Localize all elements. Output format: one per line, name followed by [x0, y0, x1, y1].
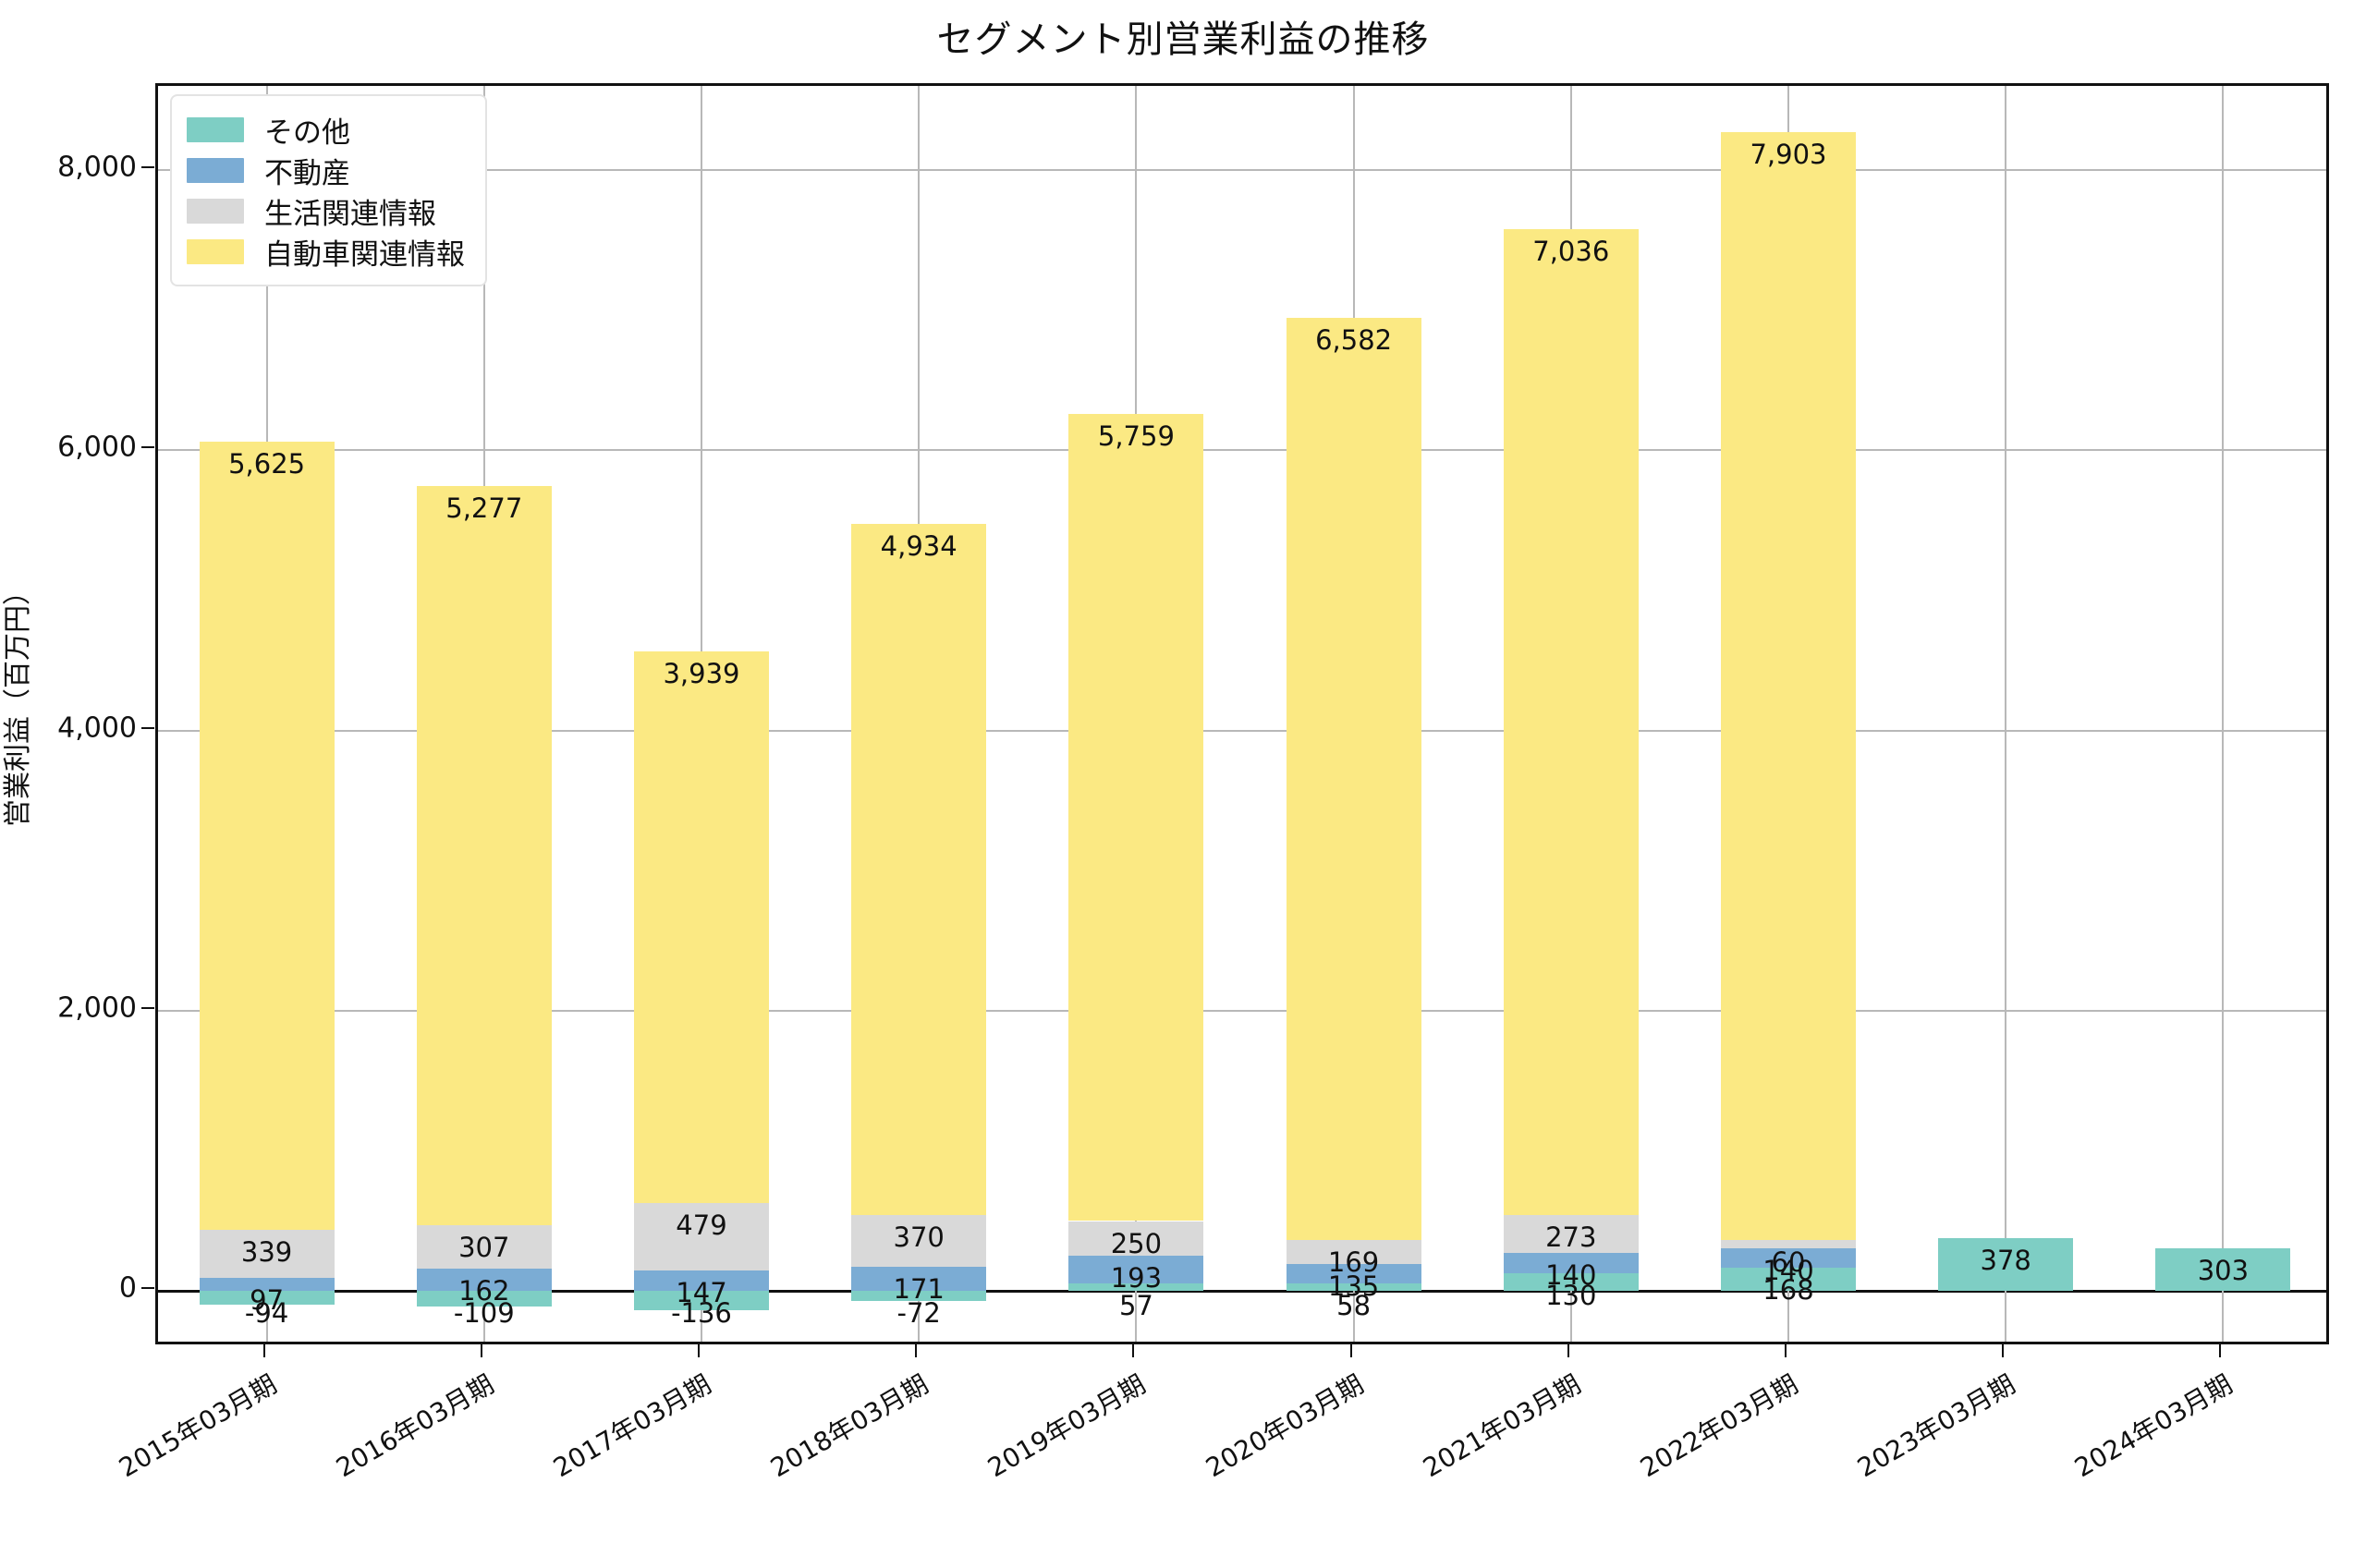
legend-item-3[interactable]: 自動車関連情報	[187, 231, 465, 272]
y-axis-tick-label: 0	[118, 1271, 137, 1305]
legend-label: 生活関連情報	[264, 197, 436, 231]
x-axis-tick-label: 2016年03月期	[330, 1368, 499, 1484]
y-axis-tick-mark	[141, 1007, 154, 1009]
bar-group[interactable]: 168 140 60 7,903	[1721, 86, 1856, 1342]
bar-group[interactable]: -94 97 339 5,625	[199, 86, 335, 1342]
y-axis-tick-label: 8,000	[57, 151, 137, 184]
bar-segment-0[interactable]	[1721, 1267, 1856, 1292]
y-axis-tick-mark	[141, 1287, 154, 1290]
bar-segment-1[interactable]	[199, 1277, 335, 1292]
bar-group[interactable]: 130 140 273 7,036	[1503, 86, 1639, 1342]
bar-segment-0[interactable]	[851, 1291, 987, 1302]
bar-segment-0[interactable]	[199, 1291, 335, 1305]
y-axis-tick-mark	[141, 726, 154, 729]
legend-swatch-icon	[187, 198, 244, 224]
legend-item-1[interactable]: 不動産	[187, 150, 465, 190]
x-axis-tick-label: 2021年03月期	[1417, 1368, 1586, 1484]
bar-group[interactable]: 303	[2155, 86, 2291, 1342]
legend-item-0[interactable]: その他	[187, 109, 465, 150]
bar-segment-3[interactable]	[851, 523, 987, 1216]
x-axis-tick-label: 2015年03月期	[113, 1368, 282, 1484]
gridline-horizontal	[158, 1010, 2326, 1012]
chart-legend: その他不動産生活関連情報 自動車関連情報	[170, 94, 487, 286]
bar-value-label: 58	[1336, 1289, 1372, 1321]
bar-segment-0[interactable]	[1286, 1282, 1421, 1292]
bar-segment-2[interactable]	[199, 1230, 335, 1278]
legend-label: 不動産	[264, 156, 350, 190]
bar-segment-0[interactable]	[416, 1291, 552, 1307]
x-axis-tick-label: 2019年03月期	[982, 1368, 1152, 1484]
bar-segment-3[interactable]	[1503, 228, 1639, 1215]
gridline-horizontal	[158, 169, 2326, 171]
legend-item-2[interactable]: 生活関連情報	[187, 190, 465, 231]
bar-group[interactable]: 58 135 169 6,582	[1286, 86, 1421, 1342]
bar-segment-3[interactable]	[199, 442, 335, 1231]
x-axis-tick-mark	[480, 1344, 482, 1357]
bar-value-label: -72	[896, 1297, 941, 1330]
bar-segment-2[interactable]	[1721, 1239, 1856, 1248]
bar-segment-3[interactable]	[1068, 414, 1204, 1222]
y-axis-tick-label: 6,000	[57, 431, 137, 464]
bar-segment-2[interactable]	[1286, 1240, 1421, 1265]
bar-segment-0[interactable]	[1938, 1238, 2074, 1292]
gridline-horizontal	[158, 729, 2326, 732]
zero-line	[158, 1290, 2326, 1294]
bar-segment-1[interactable]	[1068, 1256, 1204, 1283]
x-axis-tick-label: 2023年03月期	[1852, 1368, 2021, 1484]
legend-label: その他	[264, 115, 350, 150]
bar-segment-1[interactable]	[1286, 1264, 1421, 1283]
bar-group[interactable]: -136 147 479 3,939	[634, 86, 769, 1342]
gridline-vertical	[2005, 86, 2007, 1342]
bar-segment-1[interactable]	[416, 1268, 552, 1292]
bar-segment-3[interactable]	[1721, 131, 1856, 1240]
y-axis-tick-mark	[141, 446, 154, 449]
x-axis-tick-mark	[698, 1344, 700, 1357]
y-axis-title: 営業利益（百万円）	[2, 577, 34, 827]
gridline-horizontal	[158, 449, 2326, 452]
y-axis-tick-label: 4,000	[57, 711, 137, 745]
gridline-vertical	[2222, 86, 2225, 1342]
legend-swatch-icon	[187, 116, 244, 142]
legend-label: 自動車関連情報	[264, 237, 465, 272]
bar-segment-0[interactable]	[2155, 1248, 2291, 1292]
bar-segment-1[interactable]	[851, 1267, 987, 1292]
x-axis-tick-mark	[1132, 1344, 1135, 1357]
y-axis-tick-mark	[141, 166, 154, 168]
bar-segment-1[interactable]	[1721, 1247, 1856, 1268]
legend-swatch-icon	[187, 238, 244, 264]
bar-segment-0[interactable]	[634, 1291, 769, 1310]
x-axis-tick-label: 2018年03月期	[765, 1368, 934, 1484]
x-axis-tick-mark	[2219, 1344, 2222, 1357]
chart-title: セグメント別営業利益の推移	[936, 18, 1430, 61]
x-axis-tick-mark	[1349, 1344, 1352, 1357]
legend-swatch-icon	[187, 157, 244, 183]
bar-segment-2[interactable]	[1503, 1214, 1639, 1254]
x-axis-tick-label: 2020年03月期	[1200, 1368, 1369, 1484]
x-axis-tick-mark	[262, 1344, 265, 1357]
bar-value-label: 57	[1118, 1289, 1153, 1321]
x-axis-tick-mark	[2002, 1344, 2005, 1357]
x-axis-tick-label: 2024年03月期	[2069, 1368, 2238, 1484]
bar-segment-3[interactable]	[634, 650, 769, 1204]
bar-segment-2[interactable]	[634, 1203, 769, 1271]
bar-segment-1[interactable]	[634, 1270, 769, 1292]
bar-segment-0[interactable]	[1068, 1282, 1204, 1292]
bar-segment-2[interactable]	[1068, 1221, 1204, 1257]
bar-segment-2[interactable]	[416, 1225, 552, 1269]
bar-segment-2[interactable]	[851, 1215, 987, 1268]
bar-segment-1[interactable]	[1503, 1253, 1639, 1273]
x-axis-tick-mark	[1785, 1344, 1787, 1357]
bar-segment-3[interactable]	[416, 485, 552, 1226]
x-axis-tick-label: 2017年03月期	[548, 1368, 716, 1484]
bar-segment-3[interactable]	[1286, 318, 1421, 1241]
bar-segment-0[interactable]	[1503, 1272, 1639, 1292]
x-axis-tick-mark	[1567, 1344, 1569, 1357]
x-axis-tick-mark	[915, 1344, 918, 1357]
bar-group[interactable]: -72 171 370 4,934	[851, 86, 987, 1342]
bar-group[interactable]: 378	[1938, 86, 2074, 1342]
y-axis-tick-label: 2,000	[57, 991, 137, 1025]
x-axis-tick-label: 2022年03月期	[1635, 1368, 1803, 1484]
bar-group[interactable]: 57 193 250 5,759	[1068, 86, 1204, 1342]
